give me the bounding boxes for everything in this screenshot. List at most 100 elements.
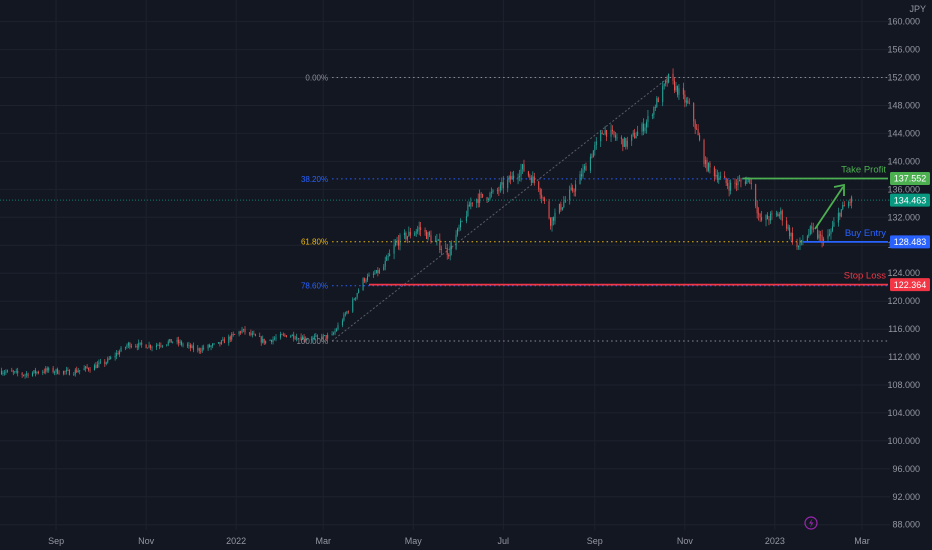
candle-body: [341, 320, 343, 326]
candle-body: [262, 338, 264, 343]
candle: [429, 230, 431, 237]
candle: [496, 187, 498, 195]
candle-body: [375, 270, 377, 274]
candle-body: [48, 368, 50, 371]
candle-body: [260, 336, 262, 343]
candle-body: [222, 339, 224, 341]
candle: [344, 311, 346, 317]
candle: [728, 179, 730, 197]
candle: [594, 141, 596, 156]
y-tick-label: 144.000: [887, 128, 920, 138]
candle: [83, 365, 85, 371]
candle: [62, 370, 64, 376]
candle-body: [575, 184, 577, 192]
candle: [808, 228, 810, 238]
candle-body: [344, 313, 346, 315]
candle-body: [223, 339, 225, 344]
candle-body: [67, 369, 69, 371]
candle-body: [324, 335, 326, 336]
candle-body: [14, 371, 16, 373]
candle-body: [327, 334, 329, 339]
candle: [343, 312, 345, 322]
candle-body: [662, 85, 664, 103]
candle-body: [436, 239, 438, 241]
candle-body: [445, 247, 447, 249]
candle-body: [104, 361, 106, 364]
candle: [271, 339, 273, 345]
candle-body: [65, 369, 67, 372]
candle-body: [114, 355, 116, 358]
y-tick-label: 96.000: [892, 464, 920, 474]
candle: [48, 366, 50, 373]
candle: [272, 336, 274, 345]
candle: [564, 196, 566, 203]
candle: [393, 239, 395, 260]
candle-body: [476, 199, 478, 203]
candle: [234, 333, 236, 335]
lightning-icon[interactable]: [804, 516, 818, 530]
candle-body: [482, 193, 484, 198]
candle-body: [293, 334, 295, 339]
candle-body: [244, 328, 246, 333]
candle-body: [315, 335, 317, 337]
fibonacci-retracement[interactable]: 0.00% 38.20% 61.80% 78.60% 100.00%: [296, 74, 888, 346]
candle-body: [848, 202, 850, 207]
candle-body: [414, 232, 416, 236]
candle: [98, 359, 100, 368]
candle: [67, 367, 69, 371]
candle-body: [699, 135, 701, 141]
candle-body: [355, 297, 357, 300]
candle: [77, 368, 79, 373]
candle: [220, 339, 222, 345]
candle-body: [510, 176, 512, 180]
candle-body: [73, 374, 75, 376]
candle-body: [634, 132, 636, 139]
candle: [93, 363, 95, 371]
candle: [718, 172, 720, 184]
candle-body: [551, 217, 553, 226]
candle: [353, 297, 355, 301]
candle: [68, 369, 70, 376]
candle: [334, 328, 336, 336]
candle-body: [591, 156, 593, 158]
candle-body: [343, 314, 345, 321]
candle-body: [178, 339, 180, 344]
candle: [150, 344, 152, 351]
candle: [614, 131, 616, 141]
candle: [141, 340, 143, 348]
candle-body: [830, 230, 832, 235]
candle-body: [697, 129, 699, 136]
candle-body: [77, 371, 79, 373]
candle: [600, 130, 602, 147]
trade-annotations[interactable]: Take Profit Buy Entry Stop Loss: [0, 164, 890, 286]
candle: [696, 123, 698, 130]
candle: [161, 344, 163, 348]
candle: [58, 370, 60, 375]
candle-body: [126, 345, 128, 348]
candle: [167, 339, 169, 347]
candle: [755, 183, 757, 209]
candle-body: [219, 342, 221, 345]
candle-body: [0, 370, 2, 374]
candle: [313, 333, 315, 341]
candle-body: [477, 199, 479, 203]
candle-body: [367, 276, 369, 281]
candle-body: [231, 334, 233, 340]
candle: [613, 130, 615, 138]
candle: [703, 138, 705, 167]
candle-body: [45, 368, 47, 373]
candle-body: [136, 346, 138, 348]
candle: [188, 341, 190, 349]
candle: [417, 225, 419, 235]
candle: [740, 177, 742, 188]
candle: [521, 163, 523, 174]
candle-body: [570, 187, 572, 190]
candle-body: [316, 335, 318, 337]
candle: [802, 235, 804, 246]
candle-body: [333, 333, 335, 335]
candle: [222, 336, 224, 342]
candle: [151, 345, 153, 352]
candle: [558, 203, 560, 215]
candle: [327, 332, 329, 342]
